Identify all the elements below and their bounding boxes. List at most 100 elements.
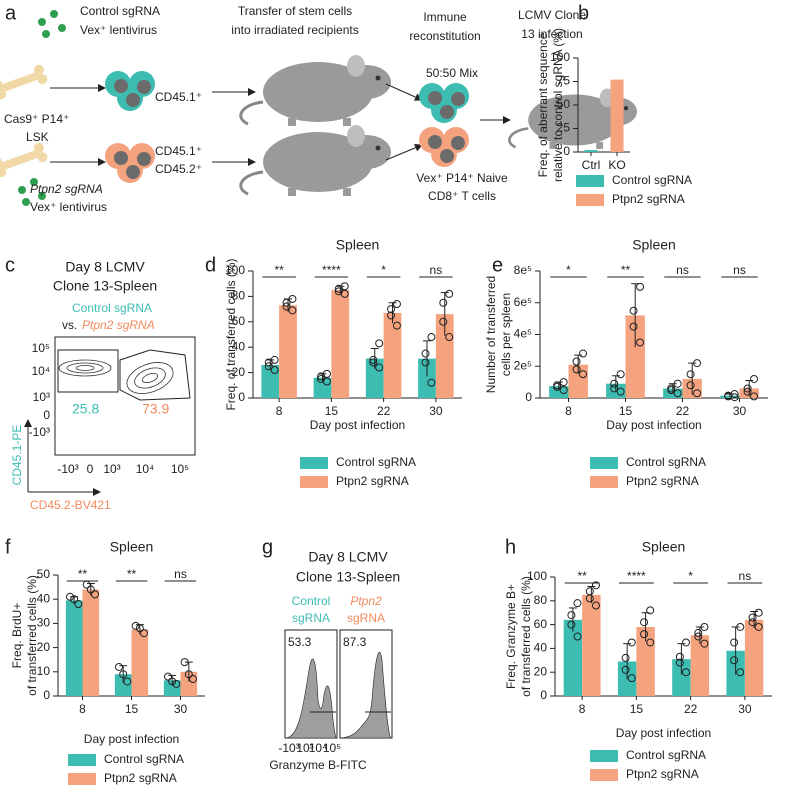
data-point: [616, 370, 625, 379]
group-label: sgRNA: [347, 611, 385, 625]
bar: [279, 305, 297, 398]
data-point: [340, 282, 349, 291]
data-point: [123, 677, 132, 686]
y-axis-label: of transferred cells (%): [25, 575, 39, 696]
data-point: [387, 305, 396, 314]
chart-title: Spleen: [110, 539, 154, 555]
legend-swatch: [590, 769, 618, 781]
data-point: [610, 384, 619, 393]
bone-icon: [0, 141, 49, 179]
data-point: [427, 333, 436, 342]
x-axis-label: Day post infection: [310, 418, 405, 432]
gate: [57, 349, 119, 393]
y-axis-label: Freq. of aberrant sequence: [536, 32, 550, 177]
data-point: [736, 622, 745, 631]
x-tick-label: 30: [733, 404, 747, 418]
panel-letters: a b c d e f g h: [5, 2, 589, 558]
data-point: [636, 338, 645, 347]
mouse-icon: [239, 123, 393, 198]
cell-icon: [105, 71, 155, 111]
x-tick-label: 22: [684, 702, 698, 716]
y-axis-label: CD45.1-PE: [10, 425, 24, 486]
x-tick-label: 8: [79, 702, 86, 716]
y-tick-label: 0: [563, 144, 570, 158]
y-tick-label: 100: [225, 263, 245, 277]
data-point: [627, 674, 636, 683]
data-point: [572, 357, 581, 366]
data-point: [610, 379, 619, 388]
y-tick-label: 2e⁵: [514, 358, 532, 372]
legend-label: Ptpn2 sgRNA: [612, 192, 685, 206]
data-point: [86, 585, 95, 594]
x-axis-label: Day post infection: [616, 726, 711, 740]
y-tick-label: 10: [37, 664, 51, 678]
schematic-text: 13 infection: [521, 27, 582, 41]
legend-label: Ptpn2 sgRNA: [104, 771, 177, 785]
legend-swatch: [300, 457, 328, 469]
schematic-text: LCMV Clone: [518, 8, 586, 22]
data-point: [748, 618, 757, 627]
data-point: [682, 668, 691, 677]
bar-chart: 0 20 40 60 80 100 Spleen Day post infection Freq…: [224, 237, 462, 488]
panel-letter: f: [5, 536, 11, 558]
y-tick-label: 80: [232, 289, 246, 303]
data-point: [567, 620, 576, 629]
x-tick-label: 15: [619, 404, 633, 418]
y-axis-label: Freq. BrdU+: [10, 603, 24, 669]
bar: [313, 377, 332, 398]
schematic-text: Ptpn2 sgRNA: [30, 182, 103, 196]
cell-icon: [419, 127, 469, 167]
schematic-text: CD8⁺ T cells: [428, 189, 496, 203]
significance-label: **: [274, 263, 284, 277]
schematic-text: Control sgRNA: [80, 4, 160, 18]
data-point: [686, 370, 695, 379]
schematic-text: Vex⁺ lentivirus: [30, 200, 107, 214]
y-tick-label: 40: [37, 591, 51, 605]
data-point: [621, 665, 630, 674]
bar: [365, 358, 384, 398]
legend-swatch: [590, 457, 618, 469]
y-tick-label: 20: [37, 640, 51, 654]
data-point: [585, 587, 594, 596]
legend-swatch: [300, 476, 328, 488]
bar: [331, 290, 350, 398]
schematic-text: CD45.1⁺: [155, 144, 202, 158]
x-tick-label: 10⁴: [309, 741, 328, 755]
x-tick-label: 30: [738, 702, 752, 716]
data-point: [750, 392, 759, 401]
significance-label: ns: [733, 263, 746, 277]
data-point: [66, 592, 75, 601]
schematic-text: Vex⁺ lentivirus: [80, 23, 157, 37]
data-point: [184, 670, 193, 679]
x-tick-label: 8: [565, 404, 572, 418]
data-point: [646, 638, 655, 647]
data-point: [375, 363, 384, 372]
data-point: [627, 638, 636, 647]
vs-label: vs.: [62, 318, 77, 332]
data-point: [369, 355, 378, 364]
bar: [568, 364, 588, 398]
data-point: [754, 622, 763, 631]
y-tick-label: 10³: [33, 390, 50, 404]
y-tick-label: 10⁴: [31, 364, 50, 378]
data-point: [743, 384, 752, 393]
data-point: [693, 359, 702, 368]
legend-label: Ptpn2 sgRNA: [626, 474, 699, 488]
group-label: Control sgRNA: [72, 301, 152, 315]
data-point: [427, 378, 436, 387]
x-tick-label: 0: [87, 462, 94, 476]
virus-icon: [38, 10, 66, 38]
bar: [82, 589, 100, 696]
x-tick-label: 22: [676, 404, 690, 418]
y-axis-label: of transferred cells (%): [519, 576, 533, 697]
x-axis-label: Day post infection: [606, 418, 701, 432]
x-tick-label: 15: [630, 702, 644, 716]
schematic-text: LSK: [26, 130, 49, 144]
arrow: [385, 83, 423, 101]
data-point: [559, 386, 568, 395]
data-point: [375, 339, 384, 348]
significance-label: **: [127, 567, 137, 581]
legend-swatch: [68, 773, 96, 785]
legend-label: Ptpn2 sgRNA: [336, 474, 409, 488]
